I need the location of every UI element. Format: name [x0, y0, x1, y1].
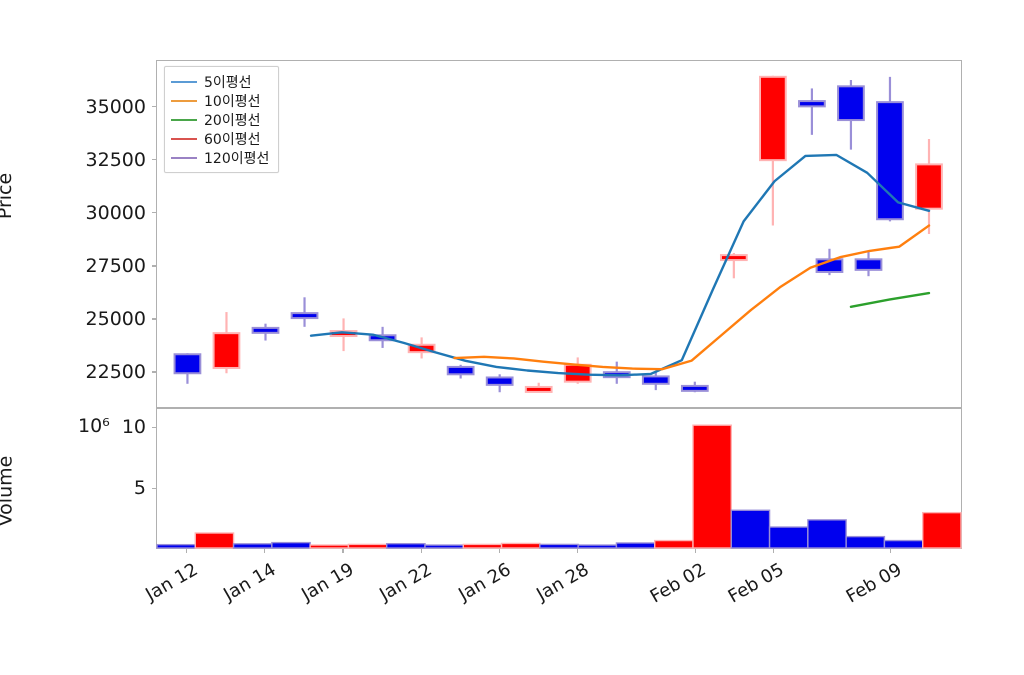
price-y-tickmark: [152, 265, 156, 267]
volume-bar: [730, 509, 771, 549]
volume-bar: [577, 544, 618, 549]
volume-bar: [500, 542, 541, 549]
legend-line-swatch: [171, 99, 197, 102]
volume-bar: [156, 543, 196, 549]
volume-y-tickmark: [152, 487, 156, 489]
legend-line-swatch: [171, 137, 197, 140]
volume-bar: [424, 544, 464, 549]
x-tickmark: [890, 549, 892, 553]
volume-bar: [768, 526, 809, 549]
legend-line-swatch: [171, 156, 197, 159]
ma-line: [849, 291, 931, 308]
volume-bar: [386, 542, 426, 549]
volume-plot-area: [156, 424, 962, 549]
ma-line: [309, 153, 931, 377]
legend-item[interactable]: 10이평선: [171, 91, 269, 110]
volume-y-tick: 10: [121, 416, 146, 439]
volume-bar: [883, 539, 924, 549]
price-y-tick: 22500: [85, 360, 146, 383]
legend-line-swatch: [171, 80, 197, 83]
legend-item[interactable]: 120이평선: [171, 148, 269, 167]
legend-label: 20이평선: [204, 112, 261, 129]
price-y-tick: 32500: [85, 148, 146, 171]
legend-label: 120이평선: [204, 150, 270, 167]
x-tickmark: [498, 549, 501, 553]
legend: 5이평선 10이평선 20이평선 60이평선 120이평선: [164, 66, 280, 173]
legend-label: 10이평선: [204, 93, 261, 110]
volume-bar: [922, 511, 962, 549]
volume-y-tickmark: [152, 426, 156, 429]
x-tick-label: Feb 09: [842, 559, 906, 608]
legend-label: 60이평선: [204, 131, 261, 148]
volume-bar: [194, 532, 235, 549]
volume-bar: [845, 535, 886, 549]
volume-bar: [462, 543, 503, 549]
price-y-tickmark: [152, 318, 156, 320]
legend-item[interactable]: 20이평선: [171, 110, 269, 129]
volume-panel: [156, 408, 962, 549]
volume-y-tick: 5: [133, 477, 146, 500]
x-tickmark: [772, 549, 775, 553]
volume-bar: [271, 541, 311, 549]
price-y-tick: 25000: [85, 307, 146, 330]
candlestick-series: [173, 75, 943, 393]
legend-item[interactable]: 5이평선: [171, 72, 269, 91]
volume-bar: [232, 543, 273, 549]
x-tickmark: [577, 549, 579, 553]
volume-bar: [309, 544, 350, 549]
volume-bar: [347, 543, 388, 549]
volume-bar: [539, 543, 579, 549]
price-y-tick: 30000: [85, 201, 146, 224]
legend-label: 5이평선: [204, 74, 252, 91]
volume-bar: [654, 539, 694, 549]
price-y-tickmark: [152, 371, 156, 373]
x-tickmark: [420, 549, 422, 553]
price-y-tick: 27500: [85, 254, 146, 277]
x-tickmark: [185, 549, 188, 553]
volume-bar: [615, 542, 656, 549]
price-plot-area: [173, 75, 943, 393]
price-y-tickmark: [152, 106, 156, 108]
legend-item[interactable]: 60이평선: [171, 129, 269, 148]
price-y-tickmark: [152, 159, 156, 161]
volume-bar: [807, 519, 847, 549]
x-tickmark: [342, 549, 344, 553]
x-tickmark: [694, 549, 696, 553]
legend-line-swatch: [171, 118, 197, 121]
ma-line: [453, 224, 931, 371]
price-y-tickmark: [152, 212, 156, 214]
volume-bar: [692, 424, 732, 549]
price-y-tick: 35000: [85, 95, 146, 118]
volume-exponent-label: 10⁶: [78, 415, 110, 437]
price-panel: [156, 60, 962, 408]
x-tickmark: [264, 549, 266, 553]
